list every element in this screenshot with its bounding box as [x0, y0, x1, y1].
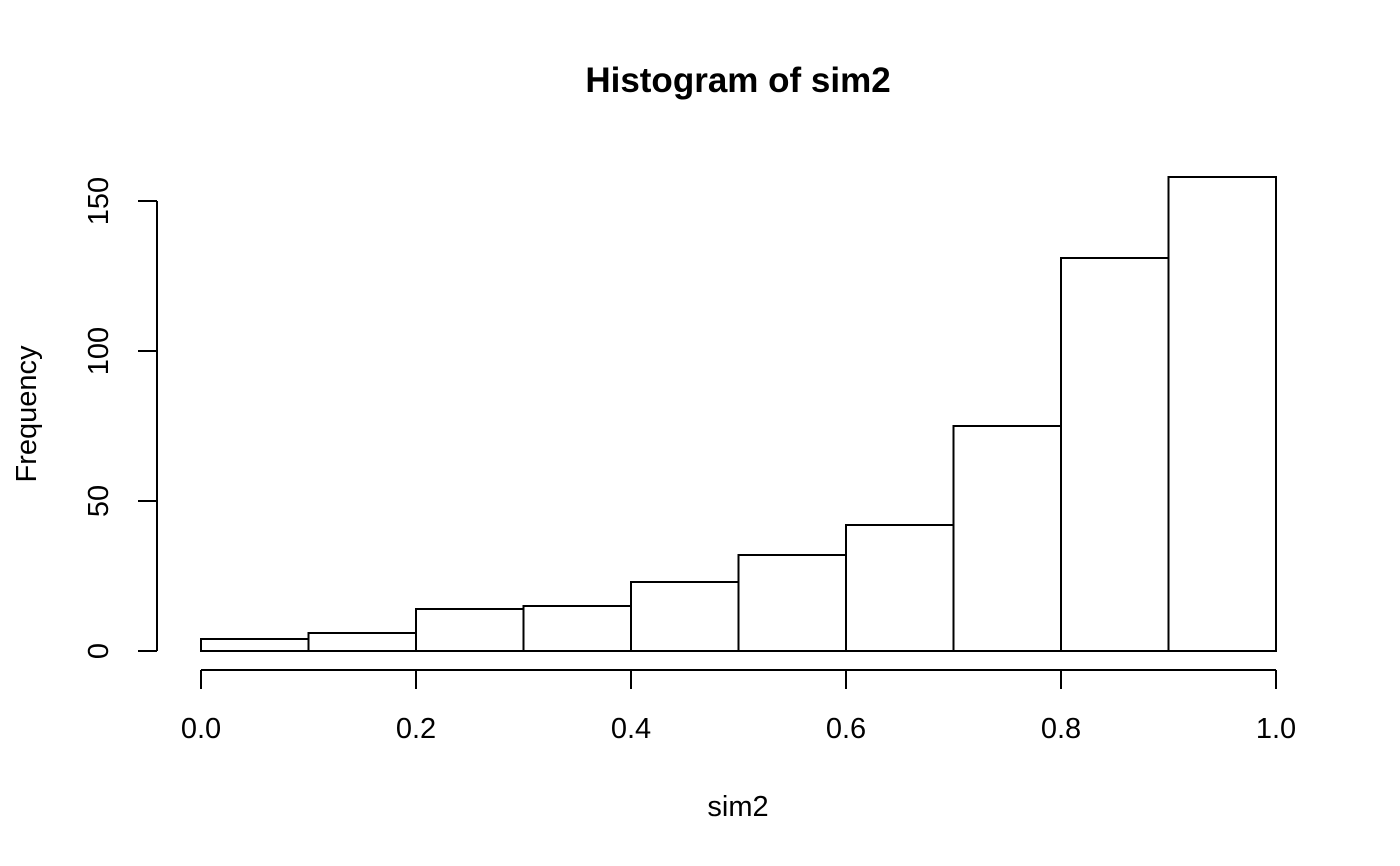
histogram-bar-10 [1167, 176, 1277, 652]
x-tick-label: 0.0 [181, 713, 221, 745]
histogram-bar-7 [845, 524, 955, 652]
x-axis: 0.0 0.2 0.4 0.6 0.8 1.0 [181, 669, 1296, 745]
x-tick-label: 0.8 [1041, 713, 1081, 745]
histogram-bar-8 [952, 425, 1062, 652]
histogram-bar-6 [737, 554, 847, 652]
histogram-bar-5 [630, 581, 740, 652]
x-tick-label: 0.6 [826, 713, 866, 745]
histogram-bar-2 [307, 632, 417, 652]
y-tick-label: 50 [83, 485, 115, 517]
histogram-bar-4 [522, 605, 632, 652]
chart-title: Histogram of sim2 [585, 61, 890, 100]
histogram-bar-1 [200, 638, 310, 652]
y-axis-label: Frequency [11, 345, 43, 483]
y-tick-label: 150 [83, 177, 115, 225]
x-tick-label: 0.2 [396, 713, 436, 745]
histogram-bar-3 [415, 608, 525, 652]
bars-group [200, 176, 1277, 652]
y-tick-label: 0 [83, 643, 115, 659]
y-tick-label: 100 [83, 327, 115, 375]
histogram-bar-9 [1060, 257, 1170, 652]
x-axis-label: sim2 [707, 791, 768, 823]
x-tick-label: 0.4 [611, 713, 651, 745]
x-tick-label: 1.0 [1256, 713, 1296, 745]
y-axis: 0 50 100 150 [83, 177, 158, 659]
